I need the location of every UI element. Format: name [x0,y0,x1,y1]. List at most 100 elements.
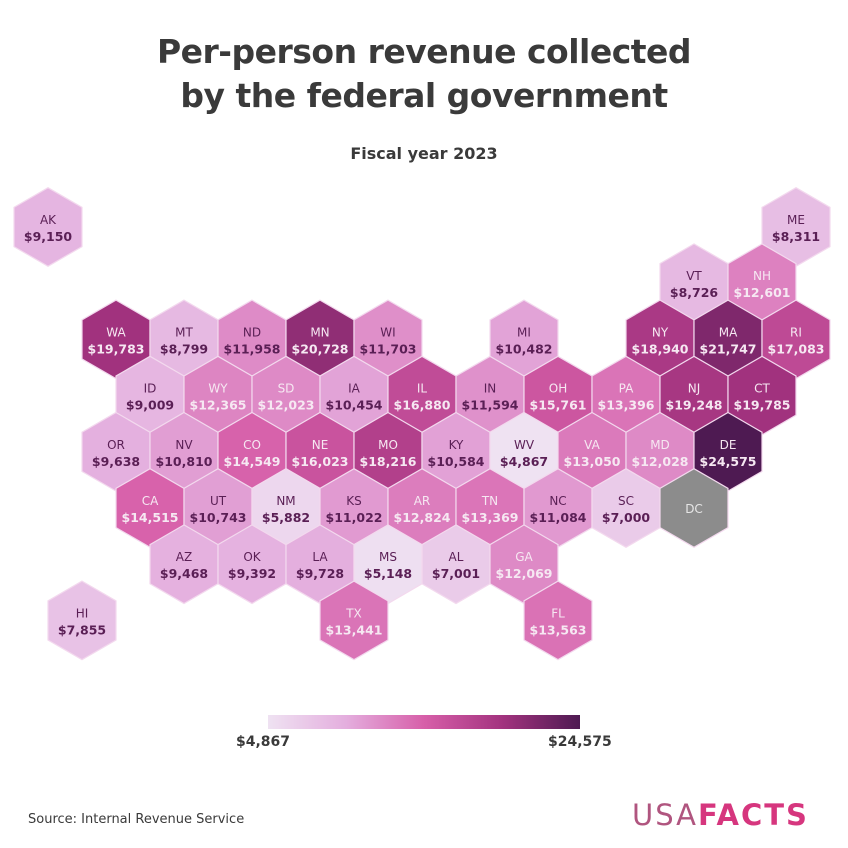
state-value-label: $12,023 [258,398,315,413]
state-hex-ak: AK $9,150 [13,187,83,267]
state-hex-mi: MI $10,482 [489,299,559,380]
chart-title: Per-person revenue collected by the fede… [0,30,848,118]
state-value-label: $19,783 [88,341,145,356]
state-abbr-label: MN [310,325,329,339]
state-value-label: $8,726 [670,285,719,300]
state-hex-nh: NH $12,601 [727,243,797,324]
state-abbr-label: GA [515,550,533,564]
state-value-label: $13,050 [564,454,621,469]
state-abbr-label: DC [685,502,703,516]
state-value-label: $17,083 [768,341,825,356]
state-hex-fl: FL $13,563 [523,580,593,661]
state-value-label: $9,150 [24,229,73,244]
state-hex-la: LA $9,728 [285,524,355,605]
state-hex-shape [659,468,729,548]
color-scale-legend-bar [268,715,580,729]
state-hex-ok: OK $9,392 [217,524,287,605]
state-hex-oh: OH $15,761 [523,355,593,436]
usafacts-logo: USAFACTS [632,798,809,832]
state-hex-nv: NV $10,810 [149,411,219,492]
state-abbr-label: WA [106,325,126,339]
state-hex-me: ME $8,311 [761,187,831,267]
state-abbr-label: AZ [176,550,192,564]
logo-usa-text: USA [632,798,699,832]
state-value-label: $13,441 [326,622,383,637]
state-value-label: $13,396 [598,398,655,413]
state-abbr-label: OH [549,382,567,396]
state-abbr-label: NE [312,438,329,452]
state-value-label: $16,880 [394,398,451,413]
state-abbr-label: LA [312,550,328,564]
state-abbr-label: NV [175,438,193,452]
state-value-label: $10,743 [190,510,247,525]
chart-subtitle: Fiscal year 2023 [350,144,498,163]
state-abbr-label: CT [754,382,770,396]
state-abbr-label: WI [380,325,395,339]
state-abbr-label: OR [107,438,125,452]
state-hex-shape [13,187,83,267]
state-hex-dc: DC [659,468,729,548]
state-abbr-label: WV [514,438,535,452]
state-abbr-label: VT [686,269,702,283]
state-value-label: $4,867 [500,454,548,469]
state-abbr-label: DE [720,438,737,452]
logo-facts-text: FACTS [698,798,809,832]
state-value-label: $15,761 [530,398,587,413]
state-hex-al: AL $7,001 [421,524,491,605]
state-value-label: $18,940 [632,341,689,356]
state-hex-mt: MT $8,799 [149,299,219,380]
state-abbr-label: MS [379,550,397,564]
state-abbr-label: OK [243,550,261,564]
state-hex-de: DE $24,575 [693,411,763,492]
state-hex-ma: MA $21,747 [693,299,763,380]
state-hex-co: CO $14,549 [217,411,287,492]
state-value-label: $10,482 [496,341,553,356]
state-value-label: $11,022 [326,510,383,525]
state-abbr-label: MD [650,438,670,452]
source-note: Source: Internal Revenue Service [28,812,245,827]
state-abbr-label: CA [142,494,159,508]
state-hex-va: VA $13,050 [557,411,627,492]
state-hex-ri: RI $17,083 [761,299,831,380]
state-value-label: $9,009 [126,398,174,413]
chart-title-line-2: by the federal government [180,76,668,115]
chart-title-line-1: Per-person revenue collected [156,32,692,71]
state-hex-il: IL $16,880 [387,355,457,436]
state-abbr-label: NC [549,494,566,508]
state-abbr-label: SC [618,494,634,508]
state-abbr-label: AK [40,213,57,227]
state-value-label: $12,365 [190,398,247,413]
state-value-label: $19,248 [666,398,723,413]
state-abbr-label: TX [345,606,362,620]
state-abbr-label: MI [517,325,531,339]
state-value-label: $24,575 [700,454,757,469]
state-value-label: $20,728 [292,341,349,356]
state-abbr-label: RI [790,325,802,339]
state-abbr-label: WY [208,382,228,396]
state-hex-wi: WI $11,703 [353,299,423,380]
state-abbr-label: MT [175,325,193,339]
state-abbr-label: PA [619,382,634,396]
state-value-label: $12,824 [394,510,451,525]
legend-min-label: $4,867 [236,734,291,750]
state-hex-wv: WV $4,867 [489,411,559,492]
state-hex-id: ID $9,009 [115,355,185,436]
state-value-label: $19,785 [734,398,791,413]
state-value-label: $9,468 [160,566,208,581]
state-value-label: $14,515 [122,510,179,525]
state-value-label: $16,023 [292,454,349,469]
state-value-label: $7,855 [58,622,106,637]
state-hex-wy: WY $12,365 [183,355,253,436]
state-abbr-label: KS [346,494,362,508]
state-value-label: $21,747 [700,341,757,356]
state-value-label: $10,584 [428,454,485,469]
state-abbr-label: IN [484,382,497,396]
state-hex-tn: TN $13,369 [455,468,525,548]
legend-max-label: $24,575 [548,734,612,750]
state-hex-az: AZ $9,468 [149,524,219,605]
state-abbr-label: CO [243,438,261,452]
state-value-label: $10,454 [326,398,383,413]
state-value-label: $18,216 [360,454,417,469]
state-hex-ar: AR $12,824 [387,468,457,548]
